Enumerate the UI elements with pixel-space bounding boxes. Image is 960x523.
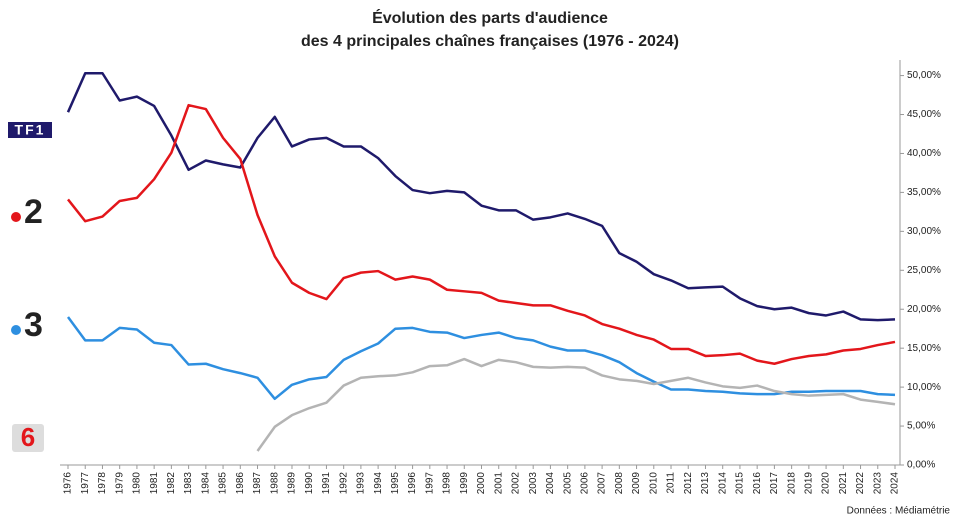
x-tick-label: 2013	[700, 472, 711, 495]
x-tick-label: 1978	[97, 472, 108, 495]
x-tick-label: 1986	[235, 472, 246, 495]
x-tick-label: 1977	[80, 472, 91, 495]
x-tick-label: 1989	[287, 472, 298, 495]
x-tick-label: 2000	[476, 472, 487, 495]
y-tick-label: 45,00%	[907, 109, 941, 120]
x-tick-label: 2005	[562, 472, 573, 495]
legend-label: 2	[24, 193, 43, 231]
x-tick-label: 1990	[304, 472, 315, 495]
y-tick-label: 5,00%	[907, 421, 935, 432]
x-tick-label: 1979	[114, 472, 125, 495]
x-tick-label: 1988	[269, 472, 280, 495]
x-tick-label: 1996	[407, 472, 418, 495]
chart-title: Évolution des parts d'audience	[372, 8, 608, 27]
x-tick-label: 2019	[803, 472, 814, 495]
x-tick-label: 2012	[683, 472, 694, 495]
x-tick-label: 1992	[338, 472, 349, 495]
x-tick-label: 1998	[442, 472, 453, 495]
legend-logo: 6	[12, 422, 44, 452]
x-tick-label: 2002	[511, 472, 522, 495]
logo-dot	[11, 212, 21, 222]
x-tick-label: 2007	[597, 472, 608, 495]
y-tick-label: 15,00%	[907, 343, 941, 354]
x-tick-label: 2015	[735, 472, 746, 495]
x-tick-label: 1993	[356, 472, 367, 495]
x-tick-label: 2023	[872, 472, 883, 495]
legend-logo: TF1	[8, 122, 52, 138]
source: Données : Médiamétrie	[847, 506, 951, 517]
x-tick-label: 2024	[890, 472, 901, 495]
x-tick-label: 2022	[855, 472, 866, 495]
y-tick-label: 40,00%	[907, 148, 941, 159]
legend-label: TF1	[15, 122, 46, 138]
x-tick-label: 2017	[769, 472, 780, 495]
x-tick-label: 1984	[200, 472, 211, 495]
x-tick-label: 1999	[459, 472, 470, 495]
x-tick-label: 1997	[424, 472, 435, 495]
legend-label: 6	[21, 422, 35, 452]
series-line	[66, 71, 896, 322]
x-tick-label: 2010	[648, 472, 659, 495]
y-tick-label: 50,00%	[907, 70, 941, 81]
y-tick-label: 25,00%	[907, 265, 941, 276]
x-tick-label: 2020	[821, 472, 832, 495]
x-tick-label: 2008	[614, 472, 625, 495]
x-tick-label: 1991	[321, 472, 332, 495]
y-tick-label: 10,00%	[907, 382, 941, 393]
x-tick-label: 1985	[218, 472, 229, 495]
logo-box	[12, 424, 44, 452]
x-tick-label: 2006	[580, 472, 591, 495]
x-tick-label: 1983	[183, 472, 194, 495]
series-line	[256, 357, 896, 452]
y-tick-label: 35,00%	[907, 187, 941, 198]
x-tick-label: 1987	[252, 472, 263, 495]
legend-label: 3	[24, 306, 43, 344]
x-tick-label: 2011	[666, 472, 677, 494]
logo-dot	[11, 325, 21, 335]
x-tick-label: 2016	[752, 472, 763, 495]
y-tick-label: 20,00%	[907, 304, 941, 315]
x-tick-label: 2018	[786, 472, 797, 495]
y-tick-label: 0,00%	[907, 460, 935, 471]
x-tick-label: 1982	[166, 472, 177, 495]
x-tick-label: 2001	[493, 472, 504, 495]
x-tick-label: 1980	[132, 472, 143, 495]
x-tick-label: 1976	[63, 472, 74, 495]
series-line	[66, 316, 896, 401]
x-tick-label: 2004	[545, 472, 556, 495]
series-line	[67, 103, 896, 365]
chart-title: des 4 principales chaînes françaises (19…	[301, 33, 679, 50]
logo-box	[8, 122, 52, 138]
x-tick-label: 2009	[631, 472, 642, 495]
x-tick-label: 1994	[373, 472, 384, 495]
y-tick-label: 30,00%	[907, 226, 941, 237]
x-tick-label: 2014	[717, 472, 728, 495]
x-tick-label: 2021	[838, 472, 849, 495]
legend-logo: 3	[11, 306, 43, 344]
x-tick-label: 1995	[390, 472, 401, 495]
x-tick-label: 2003	[528, 472, 539, 495]
x-tick-label: 1981	[149, 472, 160, 495]
legend-logo: 2	[11, 193, 43, 231]
